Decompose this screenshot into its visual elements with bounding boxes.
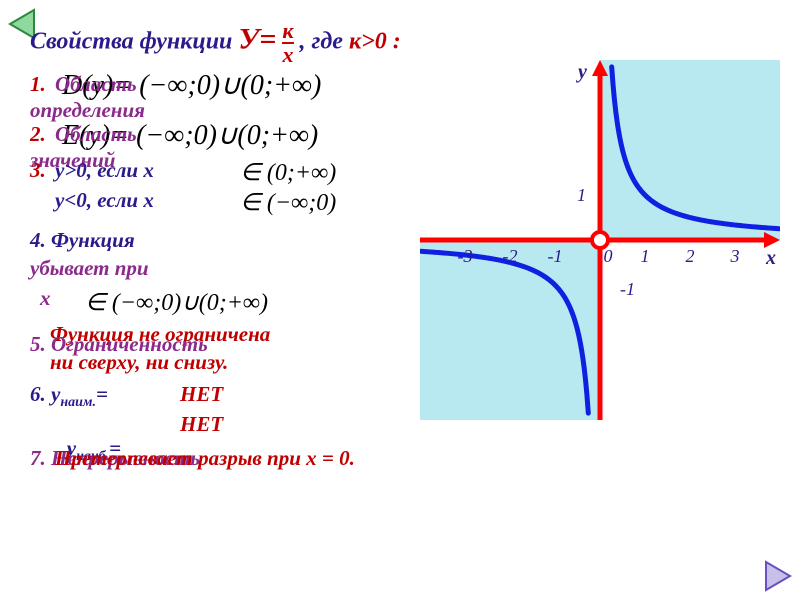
title-post: , где bbox=[300, 29, 349, 55]
prop7-text: Претерпевает разрыв при х = 0. bbox=[55, 446, 355, 470]
title-y-eq: У= bbox=[238, 23, 276, 56]
nav-forward-button[interactable] bbox=[756, 556, 796, 596]
title-pre: Свойства функции bbox=[30, 29, 238, 55]
prop3-line1: у>0, если х bbox=[55, 158, 154, 182]
prop6-y1: 6. у bbox=[30, 382, 60, 406]
prop6-sub1: наим. bbox=[60, 395, 96, 410]
hyperbola-chart: -3 -2 -1 0 1 2 3 1 -1 х у bbox=[420, 60, 780, 420]
prop4-line3: х bbox=[40, 286, 51, 310]
prop2-num: 2. bbox=[30, 122, 46, 146]
svg-text:0: 0 bbox=[604, 246, 613, 266]
prop6-val2: НЕТ bbox=[180, 412, 223, 436]
svg-text:-1: -1 bbox=[620, 279, 635, 299]
page-title: Свойства функции У= к х , где к>0 : bbox=[30, 20, 401, 66]
prop3-line2: у<0, если х bbox=[55, 188, 154, 212]
prop5: 5. Ограниченность bbox=[30, 332, 208, 356]
arrow-right-icon bbox=[756, 556, 796, 596]
prop6-row1: 6. унаим.= bbox=[30, 382, 108, 411]
prop2-text1: Область bbox=[55, 122, 137, 146]
prop4-line1: 4. Функция bbox=[30, 228, 135, 252]
svg-text:у: у bbox=[576, 61, 587, 83]
prop1-text2: определения bbox=[30, 98, 145, 122]
prop6-eq1: = bbox=[96, 382, 108, 406]
svg-text:2: 2 bbox=[686, 246, 695, 266]
title-frac-num: к bbox=[282, 20, 293, 44]
formula-monotone: ∈ (−∞;0)∪(0;+∞) bbox=[85, 288, 268, 317]
svg-text:1: 1 bbox=[641, 246, 650, 266]
svg-text:х: х bbox=[765, 247, 776, 269]
prop1-text1: Область bbox=[55, 72, 137, 96]
formula-xneg: ∈ (−∞;0) bbox=[240, 188, 336, 217]
prop6-val1: НЕТ bbox=[180, 382, 223, 406]
svg-text:-3: -3 bbox=[458, 246, 473, 266]
svg-text:3: 3 bbox=[730, 246, 740, 266]
svg-text:1: 1 bbox=[577, 185, 586, 205]
prop4-line2: убывает при bbox=[30, 256, 149, 280]
prop1-num: 1. bbox=[30, 72, 46, 96]
svg-text:-2: -2 bbox=[503, 246, 518, 266]
prop3-num: 3. bbox=[30, 158, 46, 182]
svg-text:-1: -1 bbox=[548, 246, 563, 266]
title-cond: к>0 : bbox=[349, 29, 401, 55]
formula-xpos: ∈ (0;+∞) bbox=[240, 158, 336, 187]
title-frac-den: х bbox=[282, 44, 293, 66]
chart-svg: -3 -2 -1 0 1 2 3 1 -1 х у bbox=[420, 60, 780, 420]
